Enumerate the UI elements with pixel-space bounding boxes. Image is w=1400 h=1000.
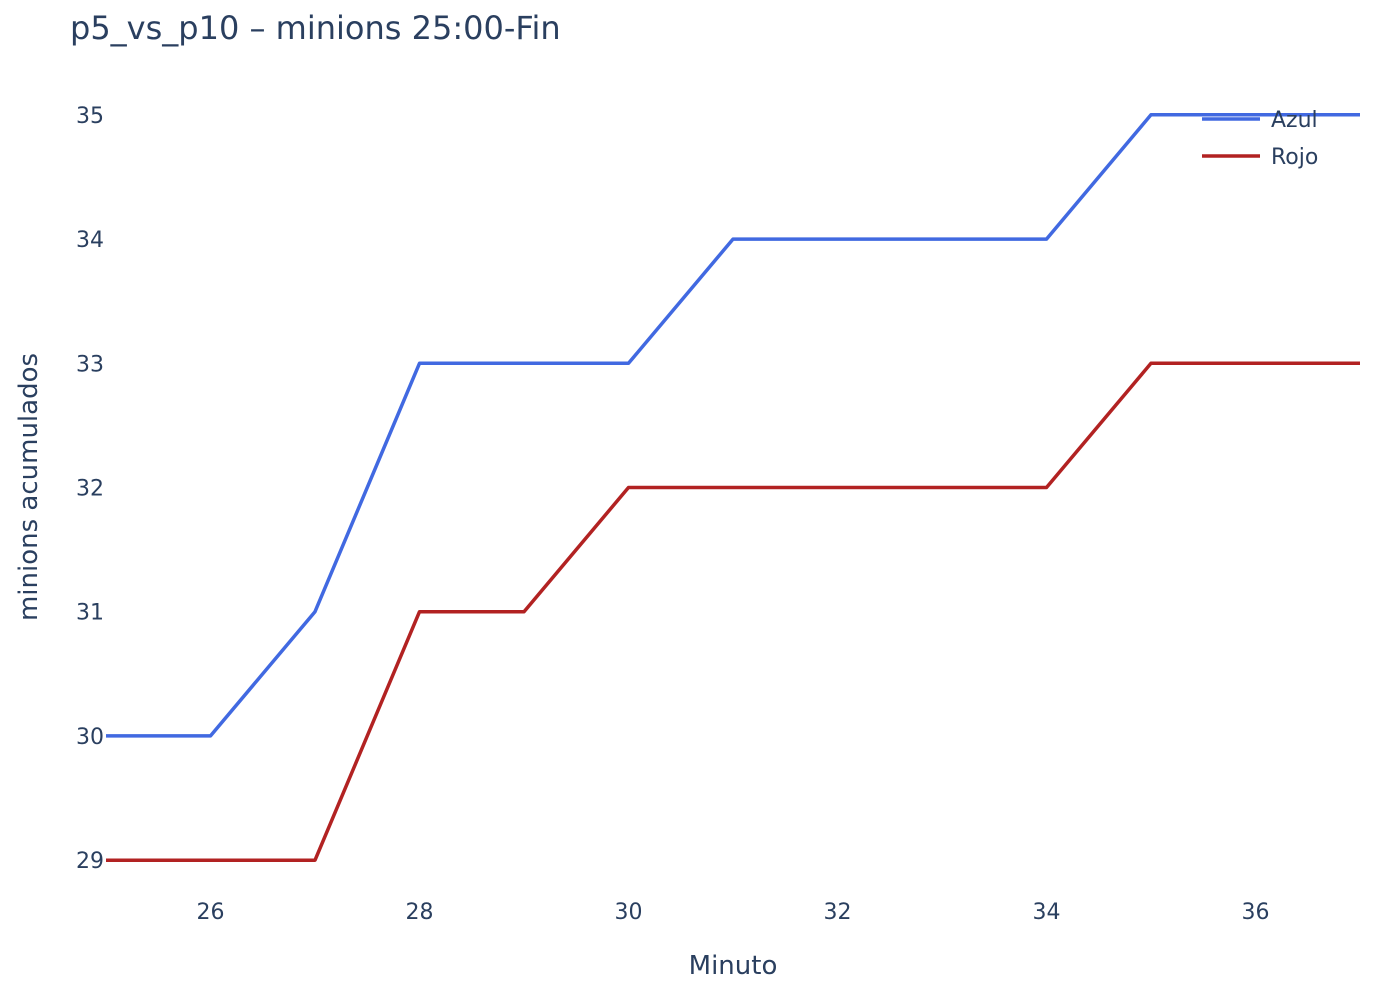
y-tick-label: 29 [76,849,104,874]
series-line-azul [106,113,1360,738]
chart-title: p5_vs_p10 – minions 25:00-Fin [70,9,561,47]
y-tick-label: 35 [76,104,104,129]
legend[interactable]: Azul Rojo [1202,108,1318,170]
x-tick-label: 32 [824,900,852,925]
x-axis-title: Minuto [689,951,778,981]
y-axis-ticks: 29 30 31 32 33 34 35 [76,104,104,874]
x-tick-label: 30 [615,900,643,925]
x-axis-ticks: 26 28 30 32 34 36 [197,900,1270,925]
legend-item-azul[interactable]: Azul [1202,108,1318,133]
y-tick-label: 32 [76,477,104,502]
legend-label: Rojo [1271,145,1318,170]
y-tick-label: 34 [76,228,104,253]
series-line-rojo [106,361,1360,862]
x-tick-label: 36 [1242,900,1270,925]
series-layer [106,113,1360,862]
legend-item-rojo[interactable]: Rojo [1202,145,1318,170]
legend-label: Azul [1271,108,1318,133]
y-tick-label: 30 [76,725,104,750]
x-tick-label: 28 [406,900,434,925]
x-tick-label: 26 [197,900,225,925]
x-tick-label: 34 [1033,900,1061,925]
y-axis-title: minions acumulados [14,353,44,621]
y-tick-label: 33 [76,352,104,377]
y-tick-label: 31 [76,601,104,626]
